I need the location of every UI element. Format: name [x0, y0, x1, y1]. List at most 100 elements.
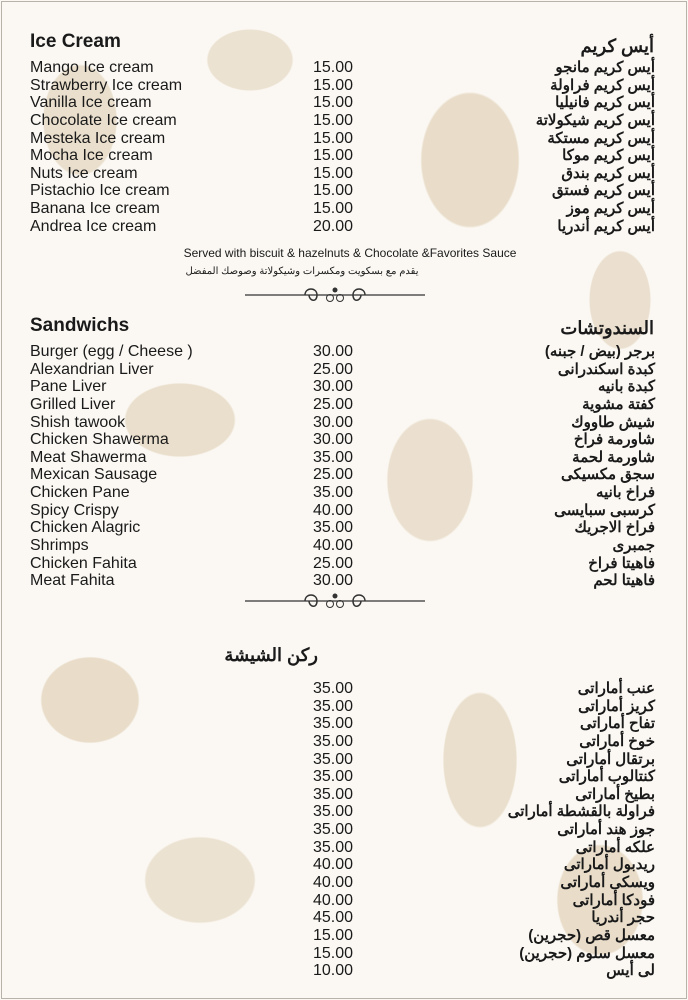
- item-name-ar: عنب أماراتى: [577, 680, 655, 697]
- item-price: 25.00: [312, 395, 353, 413]
- item-price: 35.00: [312, 697, 353, 715]
- item-name-en: Burger (egg / Cheese ): [30, 343, 193, 360]
- item-name-en: Chicken Shawerma: [30, 431, 169, 449]
- menu-item: Mocha Ice cream 15.00 أيس كريم موكا: [30, 147, 655, 165]
- item-price: 40.00: [312, 537, 353, 555]
- item-name-ar: فراخ بانيه: [596, 484, 655, 502]
- ornament-divider: [245, 287, 425, 302]
- menu-item: 35.00 فراولة بالقشطة أماراتى: [30, 803, 655, 821]
- item-price: 25.00: [312, 554, 353, 572]
- menu-item: 40.00 ريدبول أماراتى: [30, 856, 655, 874]
- sandwiches-title-ar: السندوتشات: [560, 318, 654, 338]
- item-name-ar: كبدة بانيه: [597, 378, 655, 396]
- menu-item: 35.00 خوخ أماراتى: [30, 733, 655, 751]
- item-name-ar: ويسكى أماراتى: [560, 874, 655, 892]
- item-name-ar: برتقال أماراتى: [566, 750, 655, 768]
- item-name-en: Chocolate Ice cream: [30, 111, 177, 129]
- item-price: 15.00: [312, 59, 353, 76]
- menu-item: Chicken Alagric 35.00 فراخ الاجريك: [30, 519, 655, 537]
- item-name-en: Mexican Sausage: [30, 466, 158, 484]
- menu-item: Nuts Ice cream 15.00 أيس كريم بندق: [30, 165, 655, 183]
- item-name-en: Mesteka Ice cream: [30, 129, 166, 147]
- item-name-en: Chicken Pane: [30, 484, 130, 502]
- item-name-ar: أيس كريم بندق: [561, 164, 655, 182]
- item-name-ar: كريز أماراتى: [578, 697, 655, 715]
- sandwiches-title-en: Sandwichs: [30, 315, 130, 336]
- ice-cream-title-en: Ice Cream: [30, 31, 121, 52]
- item-name-ar: سجق مكسيكى: [561, 466, 655, 484]
- item-price: 15.00: [312, 182, 353, 200]
- item-price: 15.00: [312, 129, 353, 147]
- item-name-en: Strawberry Ice cream: [30, 76, 183, 94]
- item-name-en: Chicken Alagric: [30, 519, 141, 537]
- item-name-ar: أيس كريم فراولة: [550, 76, 655, 94]
- menu-item: 35.00 جوز هند أماراتى: [30, 821, 655, 839]
- item-price: 25.00: [312, 360, 353, 378]
- item-price: 15.00: [312, 926, 353, 944]
- item-name-ar: بطيخ أماراتى: [575, 785, 655, 803]
- item-price: 35.00: [312, 838, 353, 856]
- item-name-ar: أيس كريم مستكة: [547, 129, 655, 147]
- item-price: 15.00: [312, 164, 353, 182]
- menu-item: 35.00 كنتالوب أماراتى: [30, 768, 655, 786]
- ice-cream-title-ar: أيس كريم: [580, 36, 654, 56]
- shisha-title-ar: ركن الشيشة: [224, 645, 318, 665]
- item-name-ar: أيس كريم فانيليا: [555, 94, 655, 112]
- item-name-en: Banana Ice cream: [30, 200, 160, 218]
- menu-item: Banana Ice cream 15.00 أيس كريم موز: [30, 200, 655, 218]
- item-price: 35.00: [312, 519, 353, 537]
- item-name-ar: أيس كريم فستق: [552, 182, 655, 200]
- item-price: 15.00: [312, 944, 353, 962]
- item-name-en: Spicy Crispy: [30, 501, 119, 519]
- item-name-ar: فاهيتا فراخ: [588, 554, 655, 572]
- menu-item: Alexandrian Liver 25.00 كبدة اسكندرانى: [30, 361, 655, 379]
- menu-item: Meat Shawerma 35.00 شاورمة لحمة: [30, 449, 655, 467]
- item-name-en: Chicken Fahita: [30, 554, 137, 572]
- menu-item: 35.00 عنب أماراتى: [30, 680, 655, 698]
- item-name-ar: فراخ الاجريك: [574, 519, 655, 537]
- menu-item: Mango Ice cream 15.00 أيس كريم مانجو: [30, 59, 655, 77]
- item-price: 35.00: [312, 715, 353, 733]
- menu-item: Mexican Sausage 25.00 سجق مكسيكى: [30, 466, 655, 484]
- item-name-ar: أيس كريم موكا: [562, 147, 655, 165]
- item-name-en: Alexandrian Liver: [30, 360, 154, 378]
- item-name-en: Meat Shawerma: [30, 448, 147, 466]
- menu-item: Burger (egg / Cheese ) 30.00 برجر (بيض / ج…: [30, 343, 655, 361]
- menu-item: Chicken Pane 35.00 فراخ بانيه: [30, 484, 655, 502]
- item-name-ar: علكه أماراتى: [575, 838, 655, 856]
- item-price: 40.00: [312, 501, 353, 519]
- item-name-en: Andrea Ice cream: [30, 217, 157, 235]
- menu-item: Grilled Liver 25.00 كفتة مشوية: [30, 396, 655, 414]
- item-name-en: Meat Fahita: [30, 572, 115, 590]
- item-price: 15.00: [312, 147, 353, 165]
- item-price: 15.00: [312, 200, 353, 218]
- item-name-en: Nuts Ice cream: [30, 164, 138, 182]
- item-name-ar: كنتالوب أماراتى: [558, 768, 655, 786]
- menu-item: Chicken Fahita 25.00 فاهيتا فراخ: [30, 555, 655, 573]
- item-price: 30.00: [312, 431, 353, 449]
- item-price: 10.00: [312, 962, 353, 980]
- item-name-ar: خوخ أماراتى: [579, 732, 655, 750]
- item-name-ar: كفتة مشوية: [582, 395, 655, 413]
- menu-item: 10.00 لى أيس: [30, 962, 655, 980]
- ice-cream-note-ar: يقدم مع بسكويت ومكسرات وشيكولاتة وصوصك ا…: [185, 266, 419, 277]
- menu-item: 40.00 ويسكى أماراتى: [30, 874, 655, 892]
- ornament-divider: [245, 593, 425, 608]
- menu-item: Spicy Crispy 40.00 كرسبى سبايسى: [30, 502, 655, 520]
- menu-item: Pistachio Ice cream 15.00 أيس كريم فستق: [30, 182, 655, 200]
- menu-item: Mesteka Ice cream 15.00 أيس كريم مستكة: [30, 130, 655, 148]
- item-name-en: Grilled Liver: [30, 395, 116, 413]
- item-name-en: Pistachio Ice cream: [30, 182, 170, 200]
- item-name-ar: كرسبى سبايسى: [554, 501, 655, 519]
- item-name-en: Shish tawook: [30, 413, 126, 431]
- menu-item: 35.00 كريز أماراتى: [30, 698, 655, 716]
- menu-item: Andrea Ice cream 20.00 أيس كريم أندريا: [30, 218, 655, 236]
- item-price: 15.00: [312, 94, 353, 112]
- item-name-en: Mango Ice cream: [30, 59, 154, 76]
- menu-item: 35.00 تفاح أماراتى: [30, 715, 655, 733]
- sandwiches-list: Burger (egg / Cheese ) 30.00 برجر (بيض / ج…: [30, 343, 655, 590]
- menu-item: 15.00 معسل قص (حجرين): [30, 927, 655, 945]
- item-name-ar: كبدة اسكندرانى: [557, 360, 655, 378]
- item-price: 30.00: [312, 343, 353, 360]
- item-price: 35.00: [312, 732, 353, 750]
